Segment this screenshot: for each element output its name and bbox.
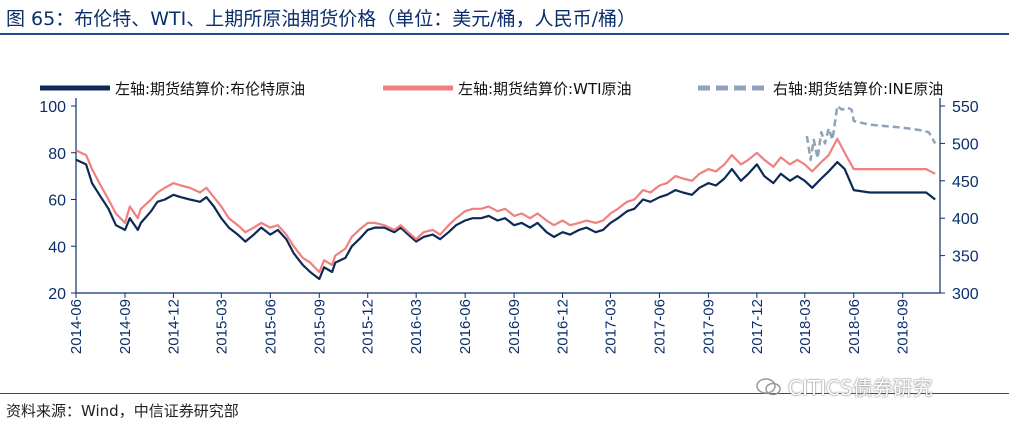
source-note: 资料来源：Wind，中信证券研究部 xyxy=(6,402,239,420)
footer-rule xyxy=(0,393,1009,394)
x-tick-label: 2016-03 xyxy=(408,299,425,354)
left-tick-label: 40 xyxy=(48,239,66,256)
x-tick-label: 2014-06 xyxy=(68,299,85,354)
x-tick-label: 2017-03 xyxy=(602,299,619,354)
right-tick-label: 350 xyxy=(952,249,979,266)
x-tick-label: 2017-12 xyxy=(749,299,766,354)
x-tick-label: 2017-06 xyxy=(651,299,668,354)
x-tick-label: 2018-03 xyxy=(797,299,814,354)
legend-label-1: 左轴:期货结算价:布伦特原油 xyxy=(115,80,305,98)
left-tick-label: 100 xyxy=(39,99,66,116)
legend-label-3: 右轴:期货结算价:INE原油 xyxy=(773,80,943,98)
right-tick-label: 300 xyxy=(952,286,979,303)
x-tick-label: 2017-09 xyxy=(700,299,717,354)
watermark: CITICS债券研究 xyxy=(756,372,933,401)
legend-label-2: 左轴:期货结算价:WTI原油 xyxy=(458,80,632,98)
right-tick-label: 450 xyxy=(952,174,979,191)
x-tick-label: 2016-06 xyxy=(457,299,474,354)
x-tick-label: 2014-09 xyxy=(117,299,134,354)
left-tick-label: 60 xyxy=(48,193,66,210)
x-tick-label: 2015-03 xyxy=(213,299,230,354)
left-tick-label: 20 xyxy=(48,286,66,303)
chart-title: 图 65：布伦特、WTI、上期所原油期货价格（单位：美元/桶，人民币/桶） xyxy=(6,8,637,30)
right-tick-label: 550 xyxy=(952,99,979,116)
title-rule xyxy=(0,33,1009,35)
watermark-text: CITICS债券研究 xyxy=(788,376,933,400)
series-line-2 xyxy=(75,137,936,274)
right-tick-label: 500 xyxy=(952,136,979,153)
x-tick-label: 2014-12 xyxy=(165,299,182,354)
x-tick-label: 2015-06 xyxy=(262,299,279,354)
left-tick-label: 80 xyxy=(48,146,66,163)
x-tick-label: 2015-09 xyxy=(311,299,328,354)
right-tick-label: 400 xyxy=(952,211,979,228)
x-tick-label: 2015-12 xyxy=(360,299,377,354)
price-chart: 20 40 60 80 100 300 350 400 450 500 550 2014-06 2014… xyxy=(39,80,979,354)
x-tick-label: 2018-06 xyxy=(846,299,863,354)
wechat-icon xyxy=(756,377,781,395)
series-line-1 xyxy=(75,158,936,281)
x-tick-label: 2016-09 xyxy=(506,299,523,354)
series-line-3 xyxy=(805,104,937,162)
x-tick-label: 2018-09 xyxy=(895,299,912,354)
x-tick-label: 2016-12 xyxy=(555,299,572,354)
